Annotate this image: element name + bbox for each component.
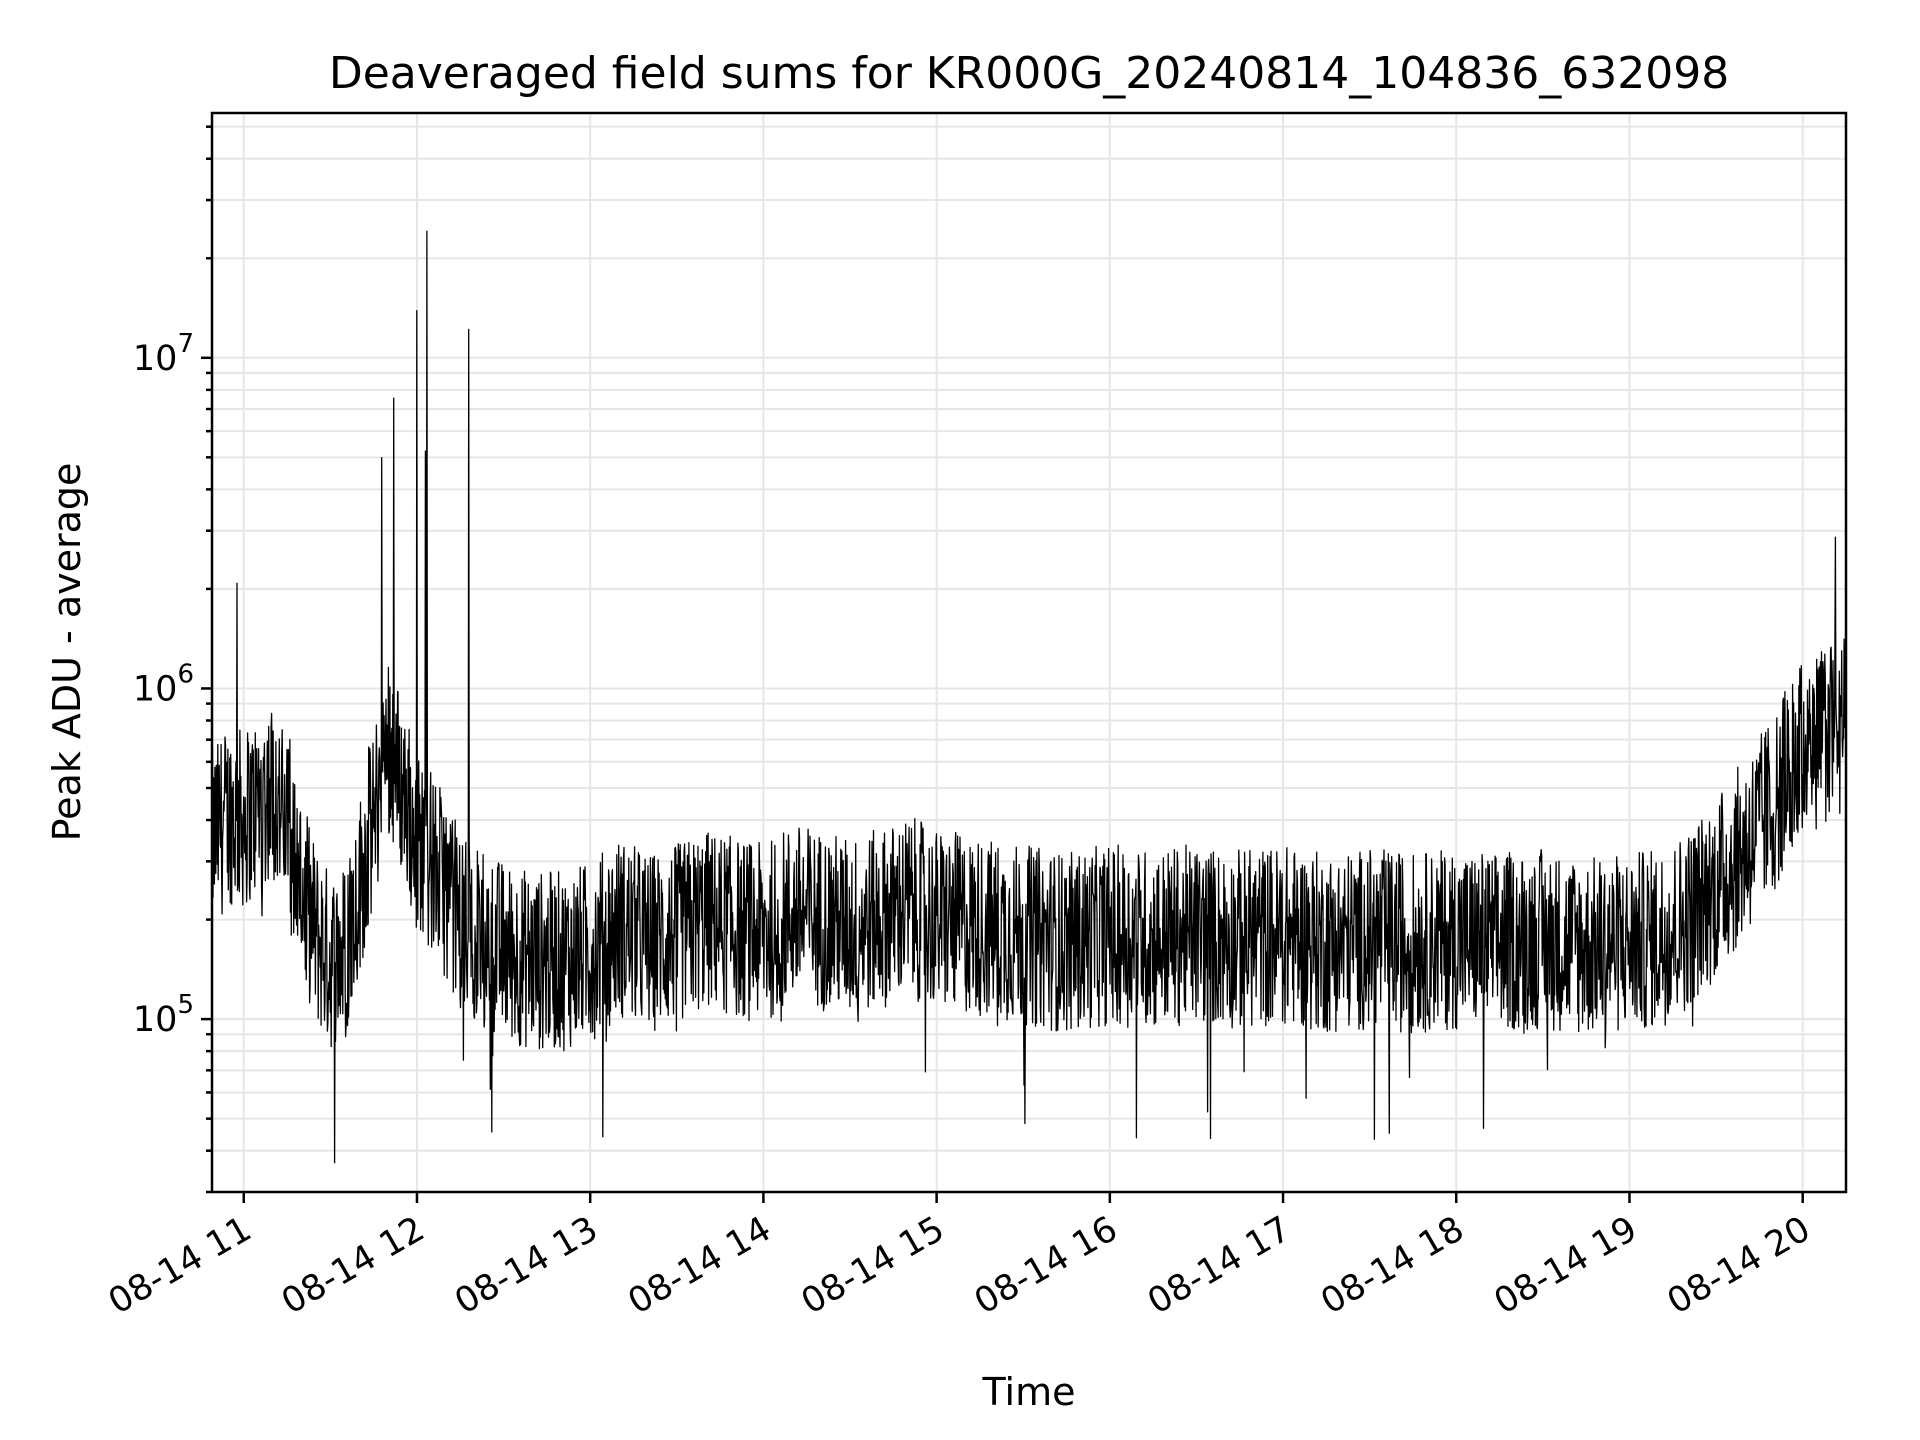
y-tick-exponent: 6 bbox=[177, 659, 194, 689]
x-tick-label: 08-14 12 bbox=[275, 1209, 431, 1322]
y-axis-label: Peak ADU - average bbox=[45, 463, 89, 842]
x-tick-label: 08-14 18 bbox=[1314, 1209, 1470, 1322]
y-tick-base: 10 bbox=[133, 339, 178, 379]
y-tick-exponent: 7 bbox=[177, 329, 194, 359]
chart-title: Deaveraged field sums for KR000G_2024081… bbox=[329, 48, 1729, 99]
series-line bbox=[211, 230, 1847, 1164]
x-tick-label: 08-14 13 bbox=[448, 1209, 604, 1322]
y-tick-base: 10 bbox=[133, 669, 178, 709]
y-tick-label: 107 bbox=[133, 329, 194, 379]
x-tick-label: 08-14 14 bbox=[622, 1209, 778, 1322]
plot-frame bbox=[210, 111, 1848, 1194]
x-tick-label: 08-14 19 bbox=[1488, 1209, 1644, 1322]
x-axis-label: Time bbox=[982, 1370, 1076, 1414]
y-tick-base: 10 bbox=[133, 1000, 178, 1040]
x-tick-label: 08-14 15 bbox=[795, 1209, 951, 1322]
y-tick-exponent: 5 bbox=[177, 990, 194, 1020]
grid bbox=[212, 113, 1846, 1193]
x-tick-label: 08-14 20 bbox=[1661, 1209, 1817, 1322]
x-tick-label: 08-14 17 bbox=[1141, 1209, 1297, 1322]
x-tick-label: 08-14 16 bbox=[968, 1209, 1124, 1322]
y-tick-label: 105 bbox=[133, 990, 194, 1040]
x-tick-label: 08-14 11 bbox=[102, 1209, 258, 1322]
y-tick-label: 106 bbox=[133, 659, 194, 709]
